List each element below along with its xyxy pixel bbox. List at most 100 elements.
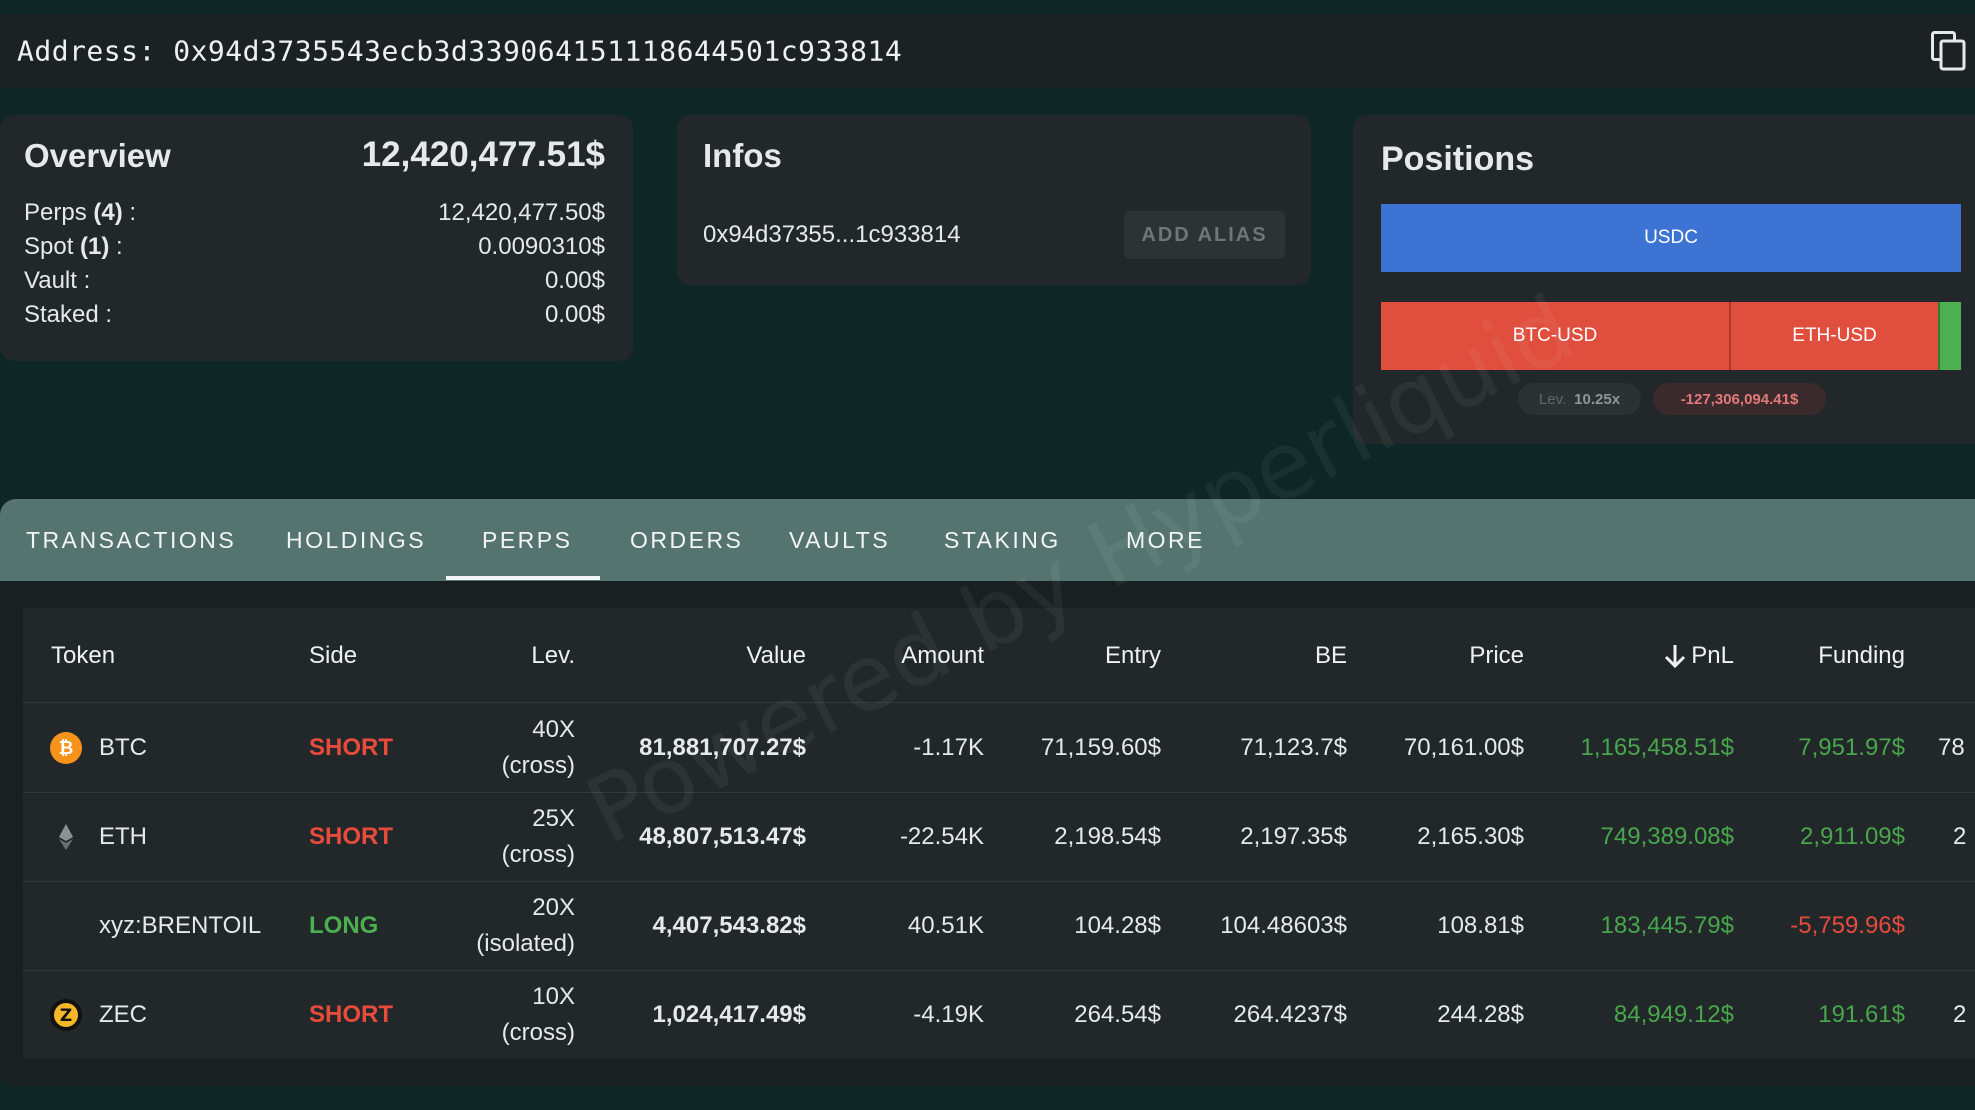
pnl-cell: 1,165,458.51$ [1580, 734, 1734, 761]
token-name: ETH [99, 823, 147, 850]
eth-usd-bar[interactable]: ETH-USD [1731, 302, 1938, 370]
long-bar[interactable] [1938, 302, 1961, 370]
pnl-cell: 84,949.12$ [1613, 1001, 1734, 1028]
leverage-pill: Lev. 10.25x [1518, 383, 1641, 415]
lev-mode: (isolated) [476, 930, 575, 957]
table-header: Token Side Lev. Value Amount Entry BE Pr… [23, 608, 1975, 703]
overview-title: Overview [24, 137, 171, 174]
table-row[interactable]: Z ZEC SHORT 10X (cross) 1,024,417.49$ -4.… [23, 971, 1975, 1058]
active-tab-indicator [446, 576, 600, 580]
overview-row-value: 0.00$ [544, 301, 605, 328]
header-lev[interactable]: Lev. [531, 641, 575, 669]
overview-row-value: 0.00$ [544, 267, 605, 294]
overview-row-spot: Spot (1) : 0.0090310$ [24, 233, 605, 267]
overview-row-label: Staked : [24, 301, 113, 328]
tab-orders[interactable]: ORDERS [630, 526, 744, 553]
token-name: BTC [99, 734, 147, 761]
entry-cell: 104.28$ [1074, 912, 1161, 939]
value-cell: 1,024,417.49$ [652, 1001, 806, 1028]
price-cell: 108.81$ [1437, 912, 1524, 939]
header-pnl[interactable]: PnL [1663, 608, 1734, 703]
header-entry[interactable]: Entry [1104, 641, 1161, 669]
price-cell: 244.28$ [1437, 1001, 1524, 1028]
token-name: ZEC [99, 1001, 147, 1028]
header-funding[interactable]: Funding [1818, 641, 1905, 669]
funding-cell: 7,951.97$ [1798, 734, 1905, 761]
address-bar: Address: 0x94d3735543ecb3d33906415111864… [0, 14, 1975, 88]
leverage-cell: 25X (cross) [502, 793, 575, 881]
be-cell: 104.48603$ [1220, 912, 1347, 939]
positions-card: Positions USDC BTC-USD ETH-USD Lev. 10.2… [1353, 115, 1975, 444]
token-name: xyz:BRENTOIL [99, 912, 262, 939]
pnl-cell: 749,389.08$ [1600, 823, 1734, 850]
svg-text:₿: ₿ [59, 738, 74, 759]
pnl-cell: 183,445.79$ [1600, 912, 1734, 939]
amount-cell: 40.51K [907, 912, 984, 939]
overview-row-suffix: : [109, 233, 123, 260]
header-side[interactable]: Side [309, 641, 358, 669]
table-row[interactable]: ₿ BTC SHORT 40X (cross) 81,881,707.27$ -1… [23, 704, 1975, 793]
overflow-cell: 2 [1953, 823, 1967, 850]
overview-row-label: Spot [24, 233, 74, 260]
overview-row-count: (4) [93, 199, 123, 226]
overflow-cell: 78 [1938, 734, 1965, 761]
address-text: Address: 0x94d3735543ecb3d33906415111864… [17, 34, 903, 68]
overview-row-perps: Perps (4) : 12,420,477.50$ [24, 199, 605, 233]
value-cell: 48,807,513.47$ [639, 823, 806, 850]
lev-value: 10X [532, 983, 575, 1010]
be-cell: 2,197.35$ [1240, 823, 1347, 850]
be-cell: 264.4237$ [1233, 1001, 1347, 1028]
price-cell: 70,161.00$ [1403, 734, 1524, 761]
add-alias-button[interactable]: ADD ALIAS [1124, 211, 1285, 259]
entry-cell: 2,198.54$ [1054, 823, 1161, 850]
header-amount[interactable]: Amount [901, 641, 984, 669]
header-be[interactable]: BE [1314, 641, 1347, 669]
leverage-value: 10.25x [1574, 390, 1621, 408]
header-token[interactable]: Token [51, 641, 116, 669]
leverage-cell: 10X (cross) [502, 971, 575, 1058]
tab-perps[interactable]: PERPS [482, 526, 573, 553]
price-cell: 2,165.30$ [1417, 823, 1524, 850]
funding-cell: 2,911.09$ [1800, 823, 1905, 850]
overview-row-count: (1) [80, 233, 110, 260]
infos-title: Infos [703, 137, 782, 174]
btc-usd-bar[interactable]: BTC-USD [1381, 302, 1731, 370]
tab-vaults[interactable]: VAULTS [789, 526, 891, 553]
amount-cell: -4.19K [913, 1001, 984, 1028]
side-badge: SHORT [309, 1001, 393, 1028]
arrow-down-icon [1665, 644, 1686, 668]
overview-row-value: 0.0090310$ [478, 233, 605, 260]
funding-cell: -5,759.96$ [1790, 912, 1905, 939]
svg-text:Z: Z [60, 1006, 72, 1026]
copy-icon[interactable] [1931, 31, 1967, 71]
positions-bar-row: BTC-USD ETH-USD [1381, 302, 1961, 370]
zec-icon: Z [50, 999, 82, 1031]
be-cell: 71,123.7$ [1240, 734, 1347, 761]
tab-holdings[interactable]: HOLDINGS [286, 526, 427, 553]
leverage-cell: 40X (cross) [502, 704, 575, 792]
table-row[interactable]: xyz:BRENTOIL LONG 20X (isolated) 4,407,54… [23, 882, 1975, 971]
table-row[interactable]: ETH SHORT 25X (cross) 48,807,513.47$ -22.… [23, 793, 1975, 882]
perps-panel: Token Side Lev. Value Amount Entry BE Pr… [0, 581, 1975, 1086]
lev-mode: (cross) [501, 1019, 575, 1046]
funding-cell: 191.61$ [1818, 1001, 1905, 1028]
overview-total: 12,420,477.51$ [361, 135, 605, 174]
value-cell: 81,881,707.27$ [639, 734, 806, 761]
header-value[interactable]: Value [746, 641, 806, 669]
tab-more[interactable]: MORE [1126, 526, 1205, 553]
overview-row-value: 12,420,477.50$ [438, 199, 605, 226]
entry-cell: 71,159.60$ [1040, 734, 1161, 761]
header-price[interactable]: Price [1469, 641, 1524, 669]
usdc-bar[interactable]: USDC [1381, 204, 1961, 272]
leverage-cell: 20X (isolated) [476, 882, 575, 970]
lev-value: 40X [532, 716, 575, 743]
lev-value: 25X [532, 805, 575, 832]
tab-transactions[interactable]: TRANSACTIONS [26, 526, 237, 553]
overview-row-label: Vault : [24, 267, 91, 294]
amount-cell: -1.17K [913, 734, 984, 761]
overview-row-vault: Vault : 0.00$ [24, 267, 605, 301]
perps-table: Token Side Lev. Value Amount Entry BE Pr… [23, 608, 1975, 1058]
eth-icon [59, 824, 73, 850]
tab-staking[interactable]: STAKING [944, 526, 1061, 553]
tabs-bar: TRANSACTIONS HOLDINGS PERPS ORDERS VAULT… [0, 499, 1975, 581]
